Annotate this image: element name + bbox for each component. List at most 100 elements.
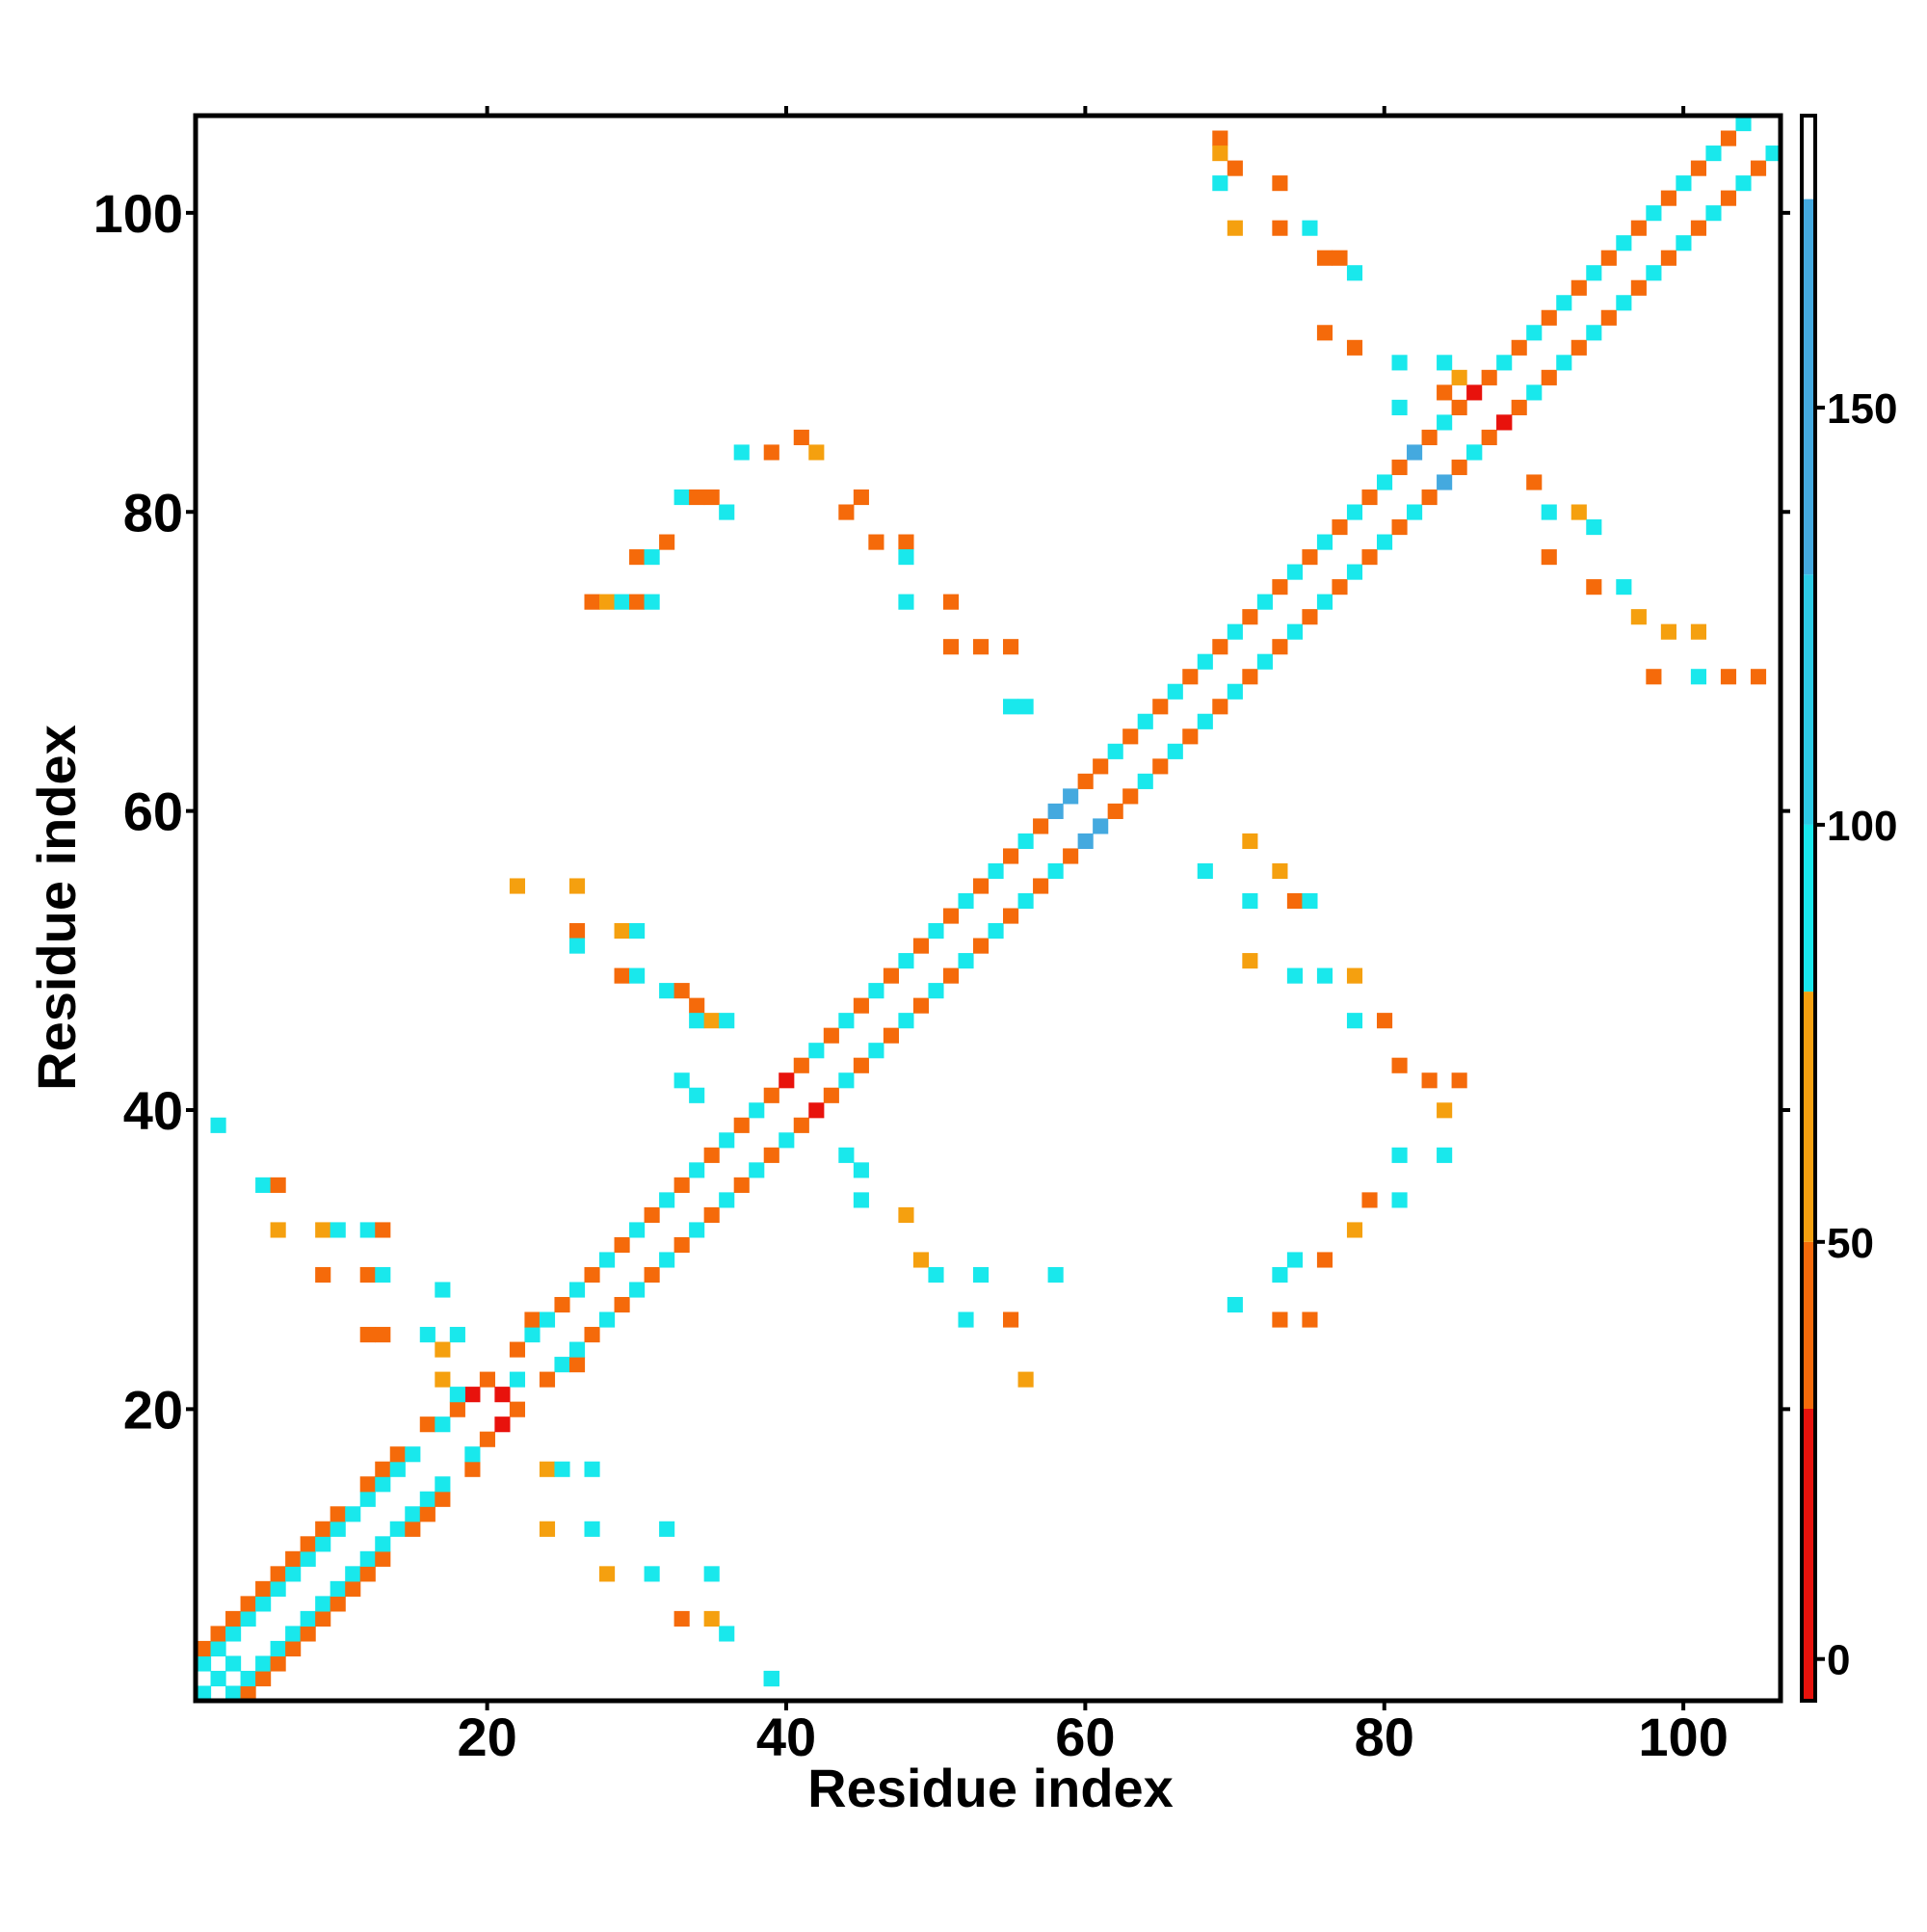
heatmap-cell [972, 938, 990, 954]
heatmap-cell [1660, 623, 1676, 640]
heatmap-cell [196, 1640, 212, 1657]
heatmap-cell [359, 1550, 376, 1567]
heatmap-cell [868, 1043, 884, 1059]
heatmap-cell [389, 1446, 406, 1463]
heatmap-cell [898, 953, 914, 969]
heatmap-cell [1526, 474, 1543, 490]
heatmap-cell [823, 1027, 839, 1044]
heatmap-cell [1272, 862, 1288, 880]
heatmap-cell [1227, 683, 1243, 700]
heatmap-cell [1197, 713, 1213, 729]
heatmap-cell [958, 1311, 974, 1328]
heatmap-cell [1556, 295, 1572, 311]
heatmap-cell [1690, 160, 1707, 176]
heatmap-cell [972, 1266, 990, 1284]
heatmap-cell [614, 594, 630, 610]
heatmap-cell [435, 1491, 451, 1507]
heatmap-cell [494, 1387, 511, 1403]
heatmap-cell [1361, 549, 1378, 566]
heatmap-cell [614, 923, 630, 940]
heatmap-cell [868, 534, 884, 550]
heatmap-cell [210, 1640, 226, 1657]
heatmap-cell [1197, 653, 1213, 670]
colorbar-band [1802, 198, 1815, 575]
heatmap-cell [285, 1640, 302, 1657]
heatmap-cell [703, 1206, 720, 1223]
heatmap-cells [196, 116, 1782, 1702]
heatmap-cell [1437, 1147, 1453, 1163]
heatmap-cell [210, 1626, 226, 1642]
heatmap-cell [1107, 803, 1123, 819]
heatmap-cell [1272, 175, 1288, 192]
heatmap-cell [1421, 429, 1438, 446]
x-tick-label: 100 [1638, 1707, 1728, 1767]
heatmap-cell [375, 1222, 391, 1238]
heatmap-cell [838, 504, 855, 520]
heatmap-cell [255, 1596, 272, 1612]
heatmap-cell [554, 1296, 570, 1313]
heatmap-cell [1272, 1311, 1288, 1328]
heatmap-cell [823, 1087, 839, 1103]
heatmap-cell [898, 534, 914, 550]
heatmap-cell [1302, 220, 1318, 236]
heatmap-cell [689, 1013, 705, 1029]
colorbar-band [1802, 992, 1815, 1242]
heatmap-cell [629, 923, 646, 940]
heatmap-cell [568, 923, 586, 940]
heatmap-cell [1600, 250, 1617, 266]
heatmap-cell [568, 938, 586, 954]
heatmap-cell [1705, 205, 1722, 222]
heatmap-cell [225, 1685, 242, 1702]
heatmap-cell [1391, 519, 1408, 536]
heatmap-cell [1047, 803, 1064, 819]
heatmap-cell [270, 1222, 286, 1238]
heatmap-cell [1586, 519, 1602, 536]
heatmap-cell [270, 1655, 286, 1672]
heatmap-cell [1256, 594, 1273, 610]
heatmap-cell [1676, 235, 1692, 251]
heatmap-cell [375, 1266, 391, 1284]
heatmap-cell [1346, 265, 1363, 281]
heatmap-cell [1346, 504, 1363, 520]
heatmap-cell [345, 1566, 361, 1582]
heatmap-cell [435, 1416, 451, 1433]
heatmap-cell [1391, 459, 1408, 476]
heatmap-cell [240, 1596, 256, 1612]
heatmap-cell [1391, 399, 1408, 415]
heatmap-cell [853, 489, 869, 506]
heatmap-cell [539, 1521, 556, 1537]
heatmap-cell [793, 429, 809, 446]
heatmap-cell [1017, 833, 1034, 850]
heatmap-cell [988, 923, 1004, 940]
heatmap-cell [1466, 384, 1483, 401]
heatmap-cell [330, 1506, 346, 1522]
heatmap-cell [1346, 1013, 1363, 1029]
heatmap-cell [419, 1327, 436, 1343]
heatmap-cell [644, 549, 660, 566]
heatmap-cell [928, 923, 944, 940]
heatmap-cell [1481, 429, 1497, 446]
heatmap-cell [435, 1282, 451, 1298]
y-tick-label: 100 [93, 183, 183, 244]
heatmap-cell [419, 1416, 436, 1433]
heatmap-cell [240, 1670, 256, 1687]
heatmap-cell [719, 1013, 735, 1029]
heatmap-cell [689, 997, 705, 1014]
heatmap-cell [599, 594, 616, 610]
heatmap-cell [1376, 534, 1393, 550]
heatmap-cell [1690, 220, 1707, 236]
heatmap-cell [1003, 848, 1019, 864]
heatmap-cell [988, 862, 1004, 880]
heatmap-cell [1332, 519, 1348, 536]
heatmap-cell [359, 1327, 376, 1343]
heatmap-cell [1212, 639, 1228, 655]
heatmap-cell [554, 1357, 570, 1373]
heatmap-cell [405, 1506, 421, 1522]
colorbar-band [1802, 1241, 1815, 1409]
heatmap-cell [1286, 967, 1303, 984]
heatmap-cell [419, 1491, 436, 1507]
heatmap-cell [330, 1222, 346, 1238]
heatmap-cell [1286, 1252, 1303, 1268]
heatmap-cell [1122, 728, 1139, 745]
heatmap-cell [270, 1580, 286, 1597]
